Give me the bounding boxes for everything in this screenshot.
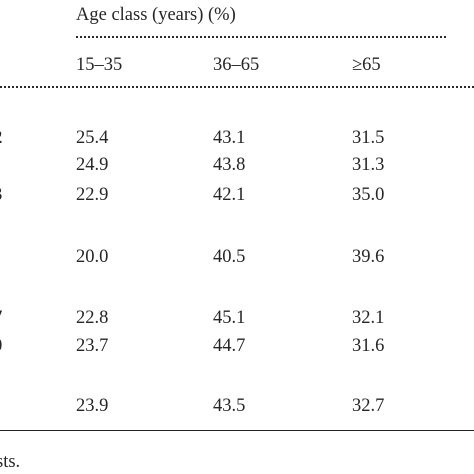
column-header-15-35: 15–35 xyxy=(76,55,123,75)
row-label-fragment: 0 xyxy=(0,337,2,356)
row-label-fragment: 3 xyxy=(0,186,2,205)
cell-15-35: 23.9 xyxy=(76,396,109,416)
age-class-group-header: Age class (years) (%) xyxy=(76,5,236,25)
column-header-36-65: 36–65 xyxy=(213,55,260,75)
cell-65-plus: 35.0 xyxy=(352,185,385,205)
row-label-fragment: 2 xyxy=(0,129,2,148)
cell-65-plus: 39.6 xyxy=(352,247,385,267)
row-label-fragment: 7 xyxy=(0,309,2,328)
cell-36-65: 43.8 xyxy=(213,155,246,175)
cell-15-35: 22.8 xyxy=(76,308,109,328)
cell-65-plus: 32.1 xyxy=(352,308,385,328)
column-header-65-plus: ≥65 xyxy=(352,55,381,75)
cell-36-65: 42.1 xyxy=(213,185,246,205)
cell-36-65: 45.1 xyxy=(213,308,246,328)
header-dotted-rule xyxy=(0,86,474,88)
cell-15-35: 24.9 xyxy=(76,155,109,175)
cell-36-65: 44.7 xyxy=(213,336,246,356)
cell-65-plus: 31.3 xyxy=(352,155,385,175)
table-bottom-rule xyxy=(0,430,474,431)
cell-15-35: 22.9 xyxy=(76,185,109,205)
table-footnote: sts. xyxy=(0,452,21,472)
cell-65-plus: 31.5 xyxy=(352,128,385,148)
cell-65-plus: 32.7 xyxy=(352,396,385,416)
cell-36-65: 43.5 xyxy=(213,396,246,416)
cell-15-35: 20.0 xyxy=(76,247,109,267)
cell-36-65: 43.1 xyxy=(213,128,246,148)
group-header-dotted-rule xyxy=(76,36,446,38)
cell-65-plus: 31.6 xyxy=(352,336,385,356)
cell-15-35: 23.7 xyxy=(76,336,109,356)
cell-36-65: 40.5 xyxy=(213,247,246,267)
cell-15-35: 25.4 xyxy=(76,128,109,148)
